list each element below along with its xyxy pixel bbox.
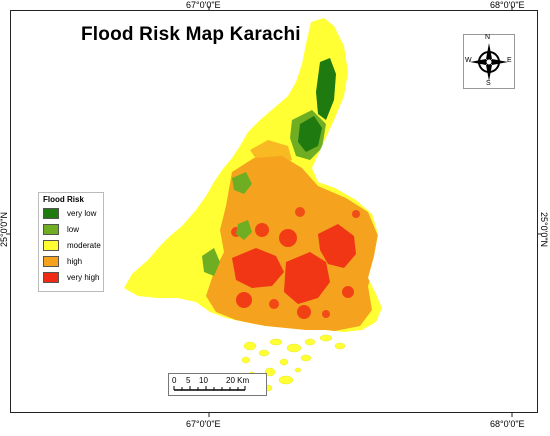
legend-swatch (43, 256, 59, 267)
high-risk-zone (250, 140, 292, 166)
legend-item: low (43, 224, 105, 236)
legend-swatch (43, 224, 59, 235)
graticule-label-bottom-left: 67°0'0"E (186, 419, 221, 429)
scale-label: 5 (186, 376, 191, 385)
legend-label: high (67, 257, 83, 266)
legend-swatch (43, 272, 59, 283)
scale-label: 10 (199, 376, 208, 385)
compass-rose-icon (470, 43, 508, 81)
legend-label: moderate (67, 241, 101, 250)
map-title: Flood Risk Map Karachi (81, 24, 301, 45)
legend-item: high (43, 256, 105, 268)
legend-title: Flood Risk (43, 195, 84, 204)
karachi-land (124, 18, 382, 332)
graticule-label-left: 25°0'0"N (0, 212, 9, 248)
legend-item: very high (43, 272, 105, 284)
very-high-risk-zone (231, 207, 360, 319)
legend-swatch (43, 240, 59, 251)
legend-label: low (67, 225, 80, 234)
graticule-label-top-left: 67°0'0"E (186, 0, 221, 10)
graticule-label-right: 25°0'0"N (539, 212, 549, 248)
scale-bar-graphic (173, 386, 246, 391)
coastal-islands (241, 334, 346, 392)
very-low-risk-zone (298, 58, 336, 152)
legend-item: moderate (43, 240, 105, 252)
compass-w: W (465, 57, 472, 64)
scale-bar: 0 5 10 20 Km (168, 373, 267, 396)
scale-label: 0 (172, 376, 177, 385)
legend-label: very low (67, 209, 97, 218)
compass-e: E (507, 57, 512, 64)
legend: Flood Risk very low low moderate high ve… (38, 192, 104, 292)
graticule-label-top-right: 68°0'0"E (490, 0, 525, 10)
graticule-label-bottom-right: 68°0'0"E (490, 419, 525, 429)
north-arrow: N S W E (463, 34, 515, 89)
compass-n: N (485, 34, 491, 41)
map-frame (10, 10, 538, 413)
compass-s: S (486, 80, 491, 87)
legend-swatch (43, 208, 59, 219)
legend-label: very high (67, 273, 100, 282)
scale-label: 20 Km (226, 376, 250, 385)
legend-item: very low (43, 208, 105, 220)
